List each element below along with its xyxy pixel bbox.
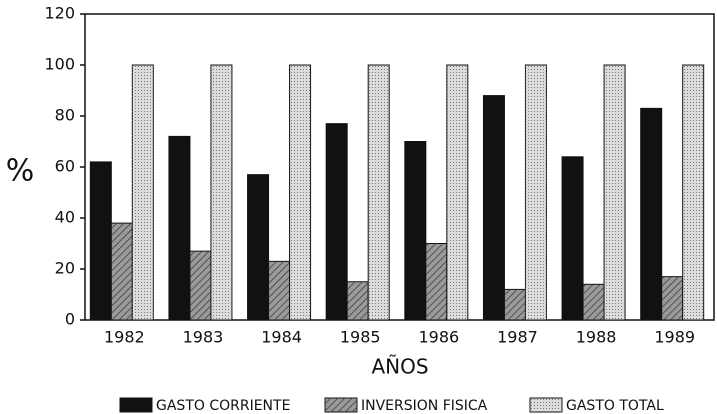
x-axis-label: AÑOS — [371, 355, 428, 379]
y-tick-label: 40 — [55, 208, 75, 227]
x-tick-label: 1984 — [261, 328, 302, 347]
bar — [682, 64, 705, 321]
bar — [346, 281, 369, 321]
x-tick-label: 1988 — [576, 328, 617, 347]
bar — [131, 64, 154, 321]
legend-swatch-texture — [530, 398, 562, 412]
y-tick-label: 80 — [55, 106, 75, 125]
bar — [640, 107, 663, 321]
bar — [524, 64, 547, 321]
bar — [247, 174, 270, 321]
bar — [503, 288, 526, 321]
bar — [425, 243, 448, 321]
x-tick-label: 1987 — [497, 328, 538, 347]
y-tick-label: 0 — [65, 310, 75, 329]
x-tick-label: 1985 — [340, 328, 381, 347]
bar — [367, 64, 390, 321]
x-tick-label: 1983 — [183, 328, 224, 347]
bar — [603, 64, 626, 321]
bar — [325, 123, 348, 321]
bar — [89, 161, 112, 321]
y-tick-label: 100 — [44, 55, 75, 74]
bar — [661, 276, 684, 321]
legend-label: GASTO TOTAL — [566, 398, 664, 414]
bar — [110, 222, 133, 321]
bar — [189, 250, 212, 321]
bar — [289, 64, 312, 321]
y-tick-label: 20 — [55, 259, 75, 278]
y-tick-label: 120 — [44, 4, 75, 23]
bar — [210, 64, 233, 321]
bar — [582, 283, 605, 321]
x-tick-label: 1986 — [418, 328, 459, 347]
bar — [168, 135, 191, 321]
legend-label: INVERSION FISICA — [361, 398, 488, 414]
bar — [561, 156, 584, 321]
bar — [268, 260, 291, 321]
legend-label: GASTO CORRIENTE — [156, 398, 290, 414]
x-tick-label: 1989 — [654, 328, 695, 347]
bar — [482, 95, 505, 321]
y-tick-label: 60 — [55, 157, 75, 176]
legend-swatch-texture — [325, 398, 357, 412]
y-axis-label: % — [6, 154, 35, 189]
bar — [404, 141, 427, 321]
x-tick-label: 1982 — [104, 328, 145, 347]
bar — [446, 64, 469, 321]
legend-swatch — [119, 397, 153, 413]
